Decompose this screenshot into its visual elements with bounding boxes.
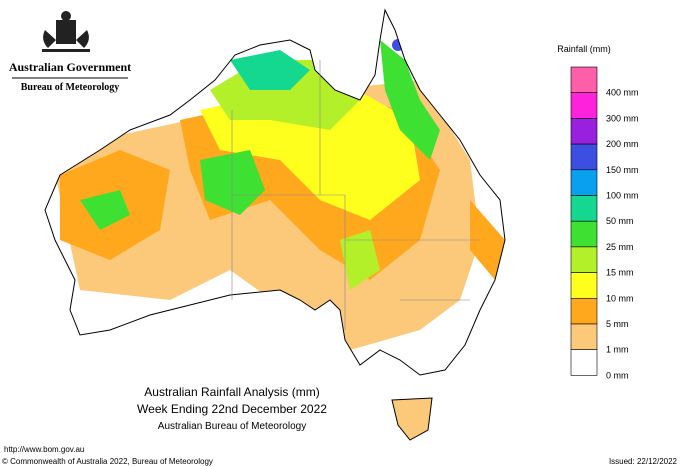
legend-swatch xyxy=(570,169,598,196)
legend-swatch xyxy=(570,66,598,94)
legend-label: 50 mm xyxy=(606,216,634,226)
issued-date: Issued: 22/12/2022 xyxy=(609,457,678,466)
legend-swatch xyxy=(570,297,598,325)
legend-swatch xyxy=(570,349,598,376)
legend-title: Rainfall (mm) xyxy=(557,44,611,54)
legend-swatch xyxy=(570,323,598,351)
legend-swatch xyxy=(570,220,598,248)
map-credit: Australian Bureau of Meteorology xyxy=(158,421,306,432)
legend-swatch xyxy=(570,195,598,222)
legend-label: 200 mm xyxy=(606,139,639,149)
legend-label: 0 mm xyxy=(606,370,629,380)
map-title: Australian Rainfall Analysis (mm) xyxy=(144,385,319,399)
legend-label: 1 mm xyxy=(606,345,629,355)
state-borders xyxy=(231,60,480,330)
government-name: Australian Government xyxy=(9,60,131,74)
copyright: © Commonwealth of Australia 2022, Bureau… xyxy=(2,457,213,466)
legend-label: 5 mm xyxy=(606,319,629,329)
coastline xyxy=(44,8,506,376)
legend-label: 10 mm xyxy=(606,293,634,303)
legend-label: 15 mm xyxy=(606,268,634,278)
legend-label: 25 mm xyxy=(606,242,634,252)
legend-label: 300 mm xyxy=(606,113,639,123)
agency-name: Bureau of Meteorology xyxy=(21,82,120,93)
crest xyxy=(42,11,90,52)
legend-swatch xyxy=(570,143,598,171)
legend-label: 100 mm xyxy=(606,191,639,201)
legend-swatch xyxy=(570,118,598,145)
legend: 400 mm 300 mm 200 mm 150 mm 100 mm 50 mm 25 mm… xyxy=(570,66,639,380)
legend-label: 400 mm xyxy=(606,88,639,98)
map-subtitle: Week Ending 22nd December 2022 xyxy=(137,402,327,416)
source-url: http://www.bom.gov.au xyxy=(4,445,84,454)
legend-swatch xyxy=(570,246,598,273)
legend-label: 150 mm xyxy=(606,165,639,175)
legend-swatch xyxy=(570,92,598,119)
tasmania xyxy=(391,397,433,441)
legend-swatch xyxy=(570,272,598,299)
